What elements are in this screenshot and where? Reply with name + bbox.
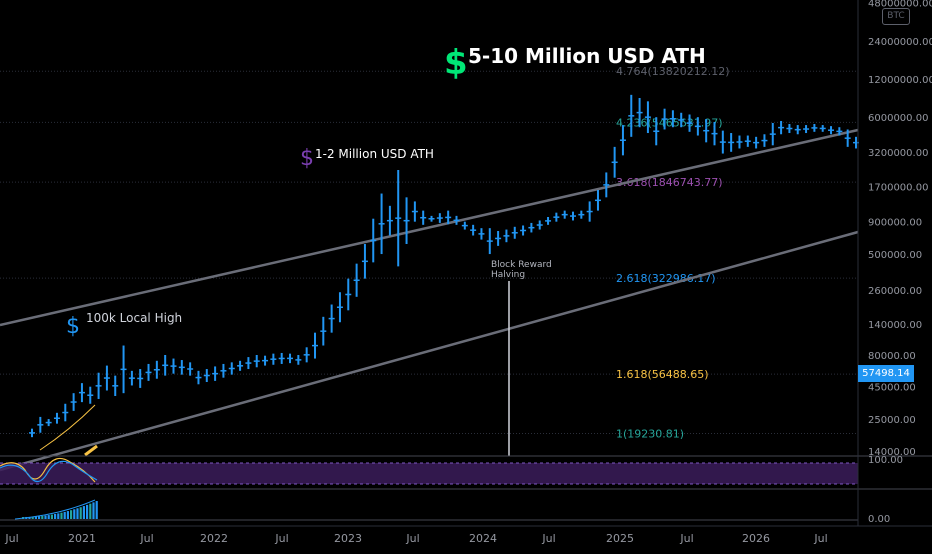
- volume-bar: [50, 514, 53, 519]
- trend-channel: [0, 128, 859, 472]
- volume-ma: [14, 499, 96, 520]
- volume-bar: [89, 503, 92, 519]
- price-axis-label: 45000.00: [868, 383, 916, 394]
- time-axis-label: Jul: [813, 532, 827, 545]
- price-axis-label: 3200000.00: [868, 148, 928, 159]
- volume-bar: [92, 502, 95, 519]
- time-axis-label: Jul: [679, 532, 693, 545]
- volume-bar: [41, 515, 44, 519]
- price-axis-label: 25000.00: [868, 415, 916, 426]
- channel-upper-line: [0, 128, 859, 327]
- volume-bar: [47, 515, 50, 519]
- price-axis-label: 1700000.00: [868, 183, 928, 194]
- time-axis-label: 2023: [334, 532, 362, 545]
- volume-bar: [76, 508, 79, 519]
- annotation-block-reward: Block Reward: [491, 260, 552, 270]
- dollar-sign-icon: $: [444, 43, 468, 83]
- price-axis-label: 900000.00: [868, 218, 922, 229]
- dollar-sign-icon: $: [300, 146, 314, 171]
- time-axis-label: 2026: [742, 532, 770, 545]
- time-axis-label: 2022: [200, 532, 228, 545]
- time-axis-label: Jul: [274, 532, 288, 545]
- fib-label: 2.618(322986.17): [616, 272, 716, 285]
- volume-bar: [95, 501, 98, 519]
- volume-bar: [82, 506, 85, 519]
- indicator-line: [39, 404, 96, 451]
- volume-bar: [70, 510, 73, 519]
- time-axis-label: Jul: [4, 532, 18, 545]
- fib-label: 4.764(13820212.12): [616, 65, 730, 78]
- fib-label: 1.618(56488.65): [616, 368, 709, 381]
- volume-bar: [31, 516, 34, 519]
- price-axis-label: 24000000.00: [868, 37, 932, 48]
- price-axis-label: 260000.00: [868, 286, 922, 297]
- dollar-sign-icon: $: [66, 314, 80, 339]
- price-axis-label: 12000000.00: [868, 75, 932, 86]
- volume-bar: [86, 504, 89, 519]
- annotation-5-10-million: 5-10 Million USD ATH: [468, 44, 706, 68]
- last-price-label: 57498.14: [858, 365, 914, 382]
- oscillator-band: [0, 463, 858, 484]
- time-axis: Jul 2021 Jul 2022 Jul 2023 Jul 2024 Jul 2025 Jul 20…: [0, 525, 932, 545]
- volume-bar: [73, 509, 76, 519]
- volume-bar: [63, 511, 66, 519]
- volume-bar: [79, 507, 82, 519]
- annotation-halving: Halving: [491, 270, 525, 280]
- time-axis-label: Jul: [405, 532, 419, 545]
- oscillator-value: [0, 460, 98, 483]
- annotation-1-2-million: 1-2 Million USD ATH: [315, 147, 434, 161]
- time-axis-label: Jul: [541, 532, 555, 545]
- indicator-segment: [84, 444, 98, 457]
- volume-bar: [54, 513, 57, 519]
- time-axis-label: Jul: [139, 532, 153, 545]
- price-axis-label: 500000.00: [868, 250, 922, 261]
- volume-axis-label: 0.00: [868, 514, 890, 525]
- volume-bar: [34, 516, 37, 519]
- time-axis-label: 2021: [68, 532, 96, 545]
- price-axis: 48000000.00 24000000.00 12000000.00 6000000…: [857, 0, 932, 526]
- time-axis-label: 2024: [469, 532, 497, 545]
- fib-label: 1(19230.81): [616, 428, 684, 441]
- annotations: $5-10 Million USD ATH$ 1-2 Million USD AT…: [66, 43, 706, 339]
- price-axis-label: 14000.00: [868, 447, 916, 458]
- symbol-badge[interactable]: BTC: [882, 8, 910, 25]
- volume-bar: [44, 515, 47, 519]
- volume-bar: [38, 516, 41, 519]
- oscillator-signal: [0, 457, 96, 483]
- channel-lower-line: [0, 230, 859, 472]
- price-axis-label: 48000000.00: [868, 0, 932, 10]
- price-axis-label: 140000.00: [868, 320, 922, 331]
- volume-bar: [66, 511, 69, 519]
- price-bars: [29, 94, 859, 457]
- oscillator-axis-label: 100.00: [868, 455, 903, 466]
- volume-bar: [60, 512, 63, 519]
- time-axis-label: 2025: [606, 532, 634, 545]
- volume-bar: [57, 513, 60, 519]
- price-axis-label: 6000000.00: [868, 113, 928, 124]
- volume-pane: [0, 499, 858, 521]
- volume-bar: [28, 516, 31, 519]
- annotation-100k-local-high: 100k Local High: [86, 311, 182, 325]
- price-axis-label: 80000.00: [868, 351, 916, 362]
- oscillator-pane: [0, 455, 932, 490]
